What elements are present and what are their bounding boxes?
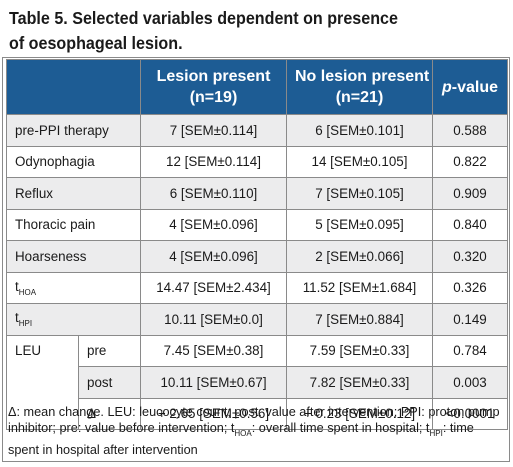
header-no-lesion-count: (n=21) (335, 89, 384, 106)
cell-lesion: 10.11 [SEM±0.67] (140, 366, 287, 399)
footnote-text-3: : time spent in hospital after intervent… (8, 421, 474, 457)
cell-no-lesion: 7 [SEM±0.884] (286, 303, 433, 336)
cell-no-lesion: 7.82 [SEM±0.33] (286, 366, 433, 399)
footnote-subscript-1: HOA (234, 429, 252, 438)
cell-lesion: 4 [SEM±0.096] (140, 208, 287, 241)
table-row: Thoracic pain 4 [SEM±0.096] 5 [SEM±0.095… (6, 208, 508, 241)
cell-p-value: 0.909 (432, 177, 508, 210)
table-row: tHPI 10.11 [SEM±0.0] 7 [SEM±0.884] 0.149 (6, 303, 508, 336)
cell-p-value: 0.320 (432, 240, 508, 273)
row-label: Hoarseness (6, 240, 141, 273)
row-label: tHPI (6, 303, 141, 336)
cell-lesion: 7 [SEM±0.114] (140, 114, 287, 147)
header-p-italic: p (441, 78, 452, 96)
header-p-value: p-value (432, 59, 508, 115)
header-blank-cell (6, 59, 141, 115)
footnote-text-1: Δ: mean change. LEU: leucocyte count; po… (8, 405, 500, 435)
row-label: Thoracic pain (6, 208, 141, 241)
cell-p-value: 0.784 (432, 334, 508, 367)
leu-group-label: LEU (6, 334, 79, 430)
leu-subrow-label: Δ (78, 397, 141, 430)
header-lesion-present: Lesion present (n=19) (140, 59, 287, 115)
table-row: Δ + 2.65 [SEM±0.56] + 0.23 [SEM±0.12] <0… (7, 397, 508, 430)
header-no-lesion: No lesion present (n=21) (286, 59, 433, 115)
table-row: Hoarseness 4 [SEM±0.096] 2 [SEM±0.066] 0… (6, 240, 508, 273)
header-lesion-present-count: (n=19) (189, 89, 238, 106)
cell-no-lesion: 7 [SEM±0.105] (286, 177, 433, 210)
table-title-line1: Table 5. Selected variables dependent on… (9, 8, 398, 28)
cell-lesion: 7.45 [SEM±0.38] (140, 334, 287, 367)
row-label: Reflux (6, 177, 141, 210)
cell-lesion: 14.47 [SEM±2.434] (140, 271, 287, 304)
table-footnote: Δ: mean change. LEU: leucocyte count; po… (8, 404, 505, 458)
table-row: tHOA 14.47 [SEM±2.434] 11.52 [SEM±1.684]… (6, 271, 508, 304)
leu-subrow-label: pre (78, 334, 141, 367)
cell-no-lesion: 6 [SEM±0.101] (286, 114, 433, 147)
cell-lesion: 10.11 [SEM±0.0] (140, 303, 287, 336)
row-label: Odynophagia (6, 145, 141, 178)
row-label-subscript: HOA (18, 287, 37, 297)
cell-lesion: 12 [SEM±0.114] (140, 145, 287, 178)
row-label-subscript: HPI (18, 319, 33, 329)
cell-no-lesion: 11.52 [SEM±1.684] (286, 271, 433, 304)
cell-no-lesion: 2 [SEM±0.066] (286, 240, 433, 273)
leu-subrow-label: post (78, 366, 141, 399)
cell-p-value: 0.149 (432, 303, 508, 336)
table-title-line2: of oesophageal lesion. (9, 33, 183, 53)
header-lesion-present-label: Lesion present (156, 68, 271, 85)
header-p-rest: -value (451, 78, 499, 96)
cell-lesion: + 2.65 [SEM±0.56] (140, 397, 287, 430)
cell-no-lesion: 5 [SEM±0.095] (286, 208, 433, 241)
table-row: Reflux 6 [SEM±0.110] 7 [SEM±0.105] 0.909 (6, 177, 508, 210)
cell-p-value: 0.588 (432, 114, 508, 147)
results-table: Lesion present (n=19) No lesion present … (6, 59, 508, 430)
table-row: post 10.11 [SEM±0.67] 7.82 [SEM±0.33] 0.… (7, 366, 508, 399)
cell-p-value: 0.840 (432, 208, 508, 241)
footnote-subscript-2: HPI (429, 429, 443, 438)
row-label: pre-PPI therapy (6, 114, 141, 147)
cell-no-lesion: + 0.23 [SEM±0.12] (286, 397, 433, 430)
cell-p-value: 0.003 (432, 366, 508, 399)
cell-p-value: <0.0001 (432, 397, 508, 430)
footnote-text-2: : overall time spent in hospital; t (251, 421, 430, 435)
row-label: tHOA (6, 271, 141, 304)
header-row: Lesion present (n=19) No lesion present … (6, 59, 508, 115)
table-row: pre-PPI therapy 7 [SEM±0.114] 6 [SEM±0.1… (6, 114, 508, 147)
cell-lesion: 4 [SEM±0.096] (140, 240, 287, 273)
cell-no-lesion: 7.59 [SEM±0.33] (286, 334, 433, 367)
table-row: LEU pre 7.45 [SEM±0.38] 7.59 [SEM±0.33] … (6, 334, 508, 430)
cell-lesion: 6 [SEM±0.110] (140, 177, 287, 210)
row-label-main: t (15, 278, 19, 294)
cell-p-value: 0.822 (432, 145, 508, 178)
row-label-main: t (15, 310, 19, 326)
cell-p-value: 0.326 (432, 271, 508, 304)
cell-no-lesion: 14 [SEM±0.105] (286, 145, 433, 178)
table-row: Odynophagia 12 [SEM±0.114] 14 [SEM±0.105… (6, 145, 508, 178)
table-title: Table 5. Selected variables dependent on… (9, 6, 464, 56)
header-no-lesion-label: No lesion present (295, 68, 430, 85)
